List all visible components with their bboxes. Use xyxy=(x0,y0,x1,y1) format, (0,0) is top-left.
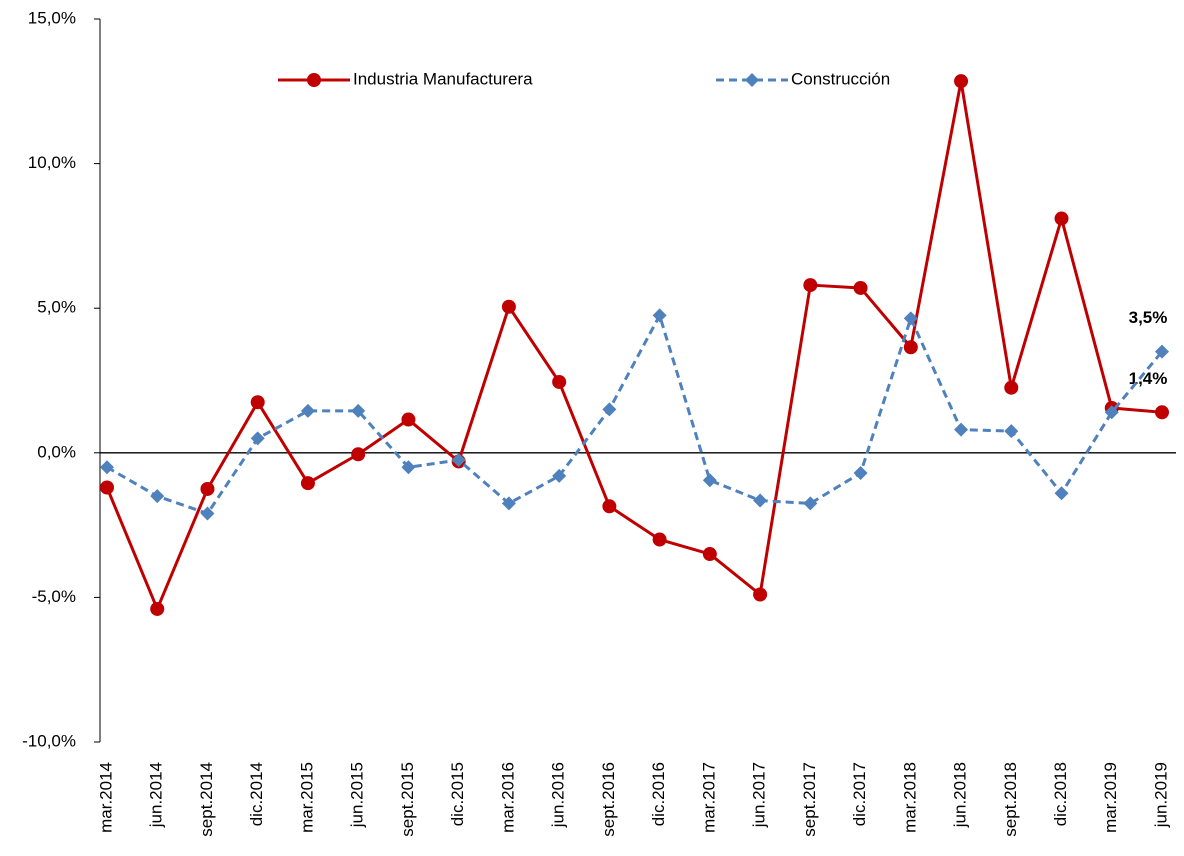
x-tick-label: mar.2015 xyxy=(297,762,316,833)
point xyxy=(652,532,667,547)
point xyxy=(451,453,466,468)
x-tick-label: jun.2017 xyxy=(750,762,769,828)
point xyxy=(753,587,768,602)
point xyxy=(351,447,366,462)
point xyxy=(1155,405,1169,420)
point xyxy=(100,460,114,475)
legend-label: Industria Manufacturera xyxy=(353,69,533,88)
x-tick-label: jun.2015 xyxy=(348,762,367,828)
point xyxy=(903,340,918,355)
y-tick-label: 0,0% xyxy=(37,442,76,461)
point xyxy=(552,374,567,389)
point xyxy=(652,308,667,323)
series-line xyxy=(105,79,1163,611)
point xyxy=(753,493,768,508)
point xyxy=(903,311,918,326)
y-tick-label: -10,0% xyxy=(22,731,76,750)
point xyxy=(602,402,617,417)
point xyxy=(803,496,818,511)
x-tick-label: dic.2015 xyxy=(448,762,467,826)
x-tick-label: jun.2019 xyxy=(1151,762,1170,828)
legend-marker xyxy=(745,73,759,87)
series-line xyxy=(106,313,1164,516)
point xyxy=(602,499,617,514)
x-tick-label: mar.2018 xyxy=(900,762,919,833)
point xyxy=(702,473,717,488)
point xyxy=(1104,405,1119,420)
legend-marker xyxy=(307,73,321,87)
y-tick-label: 15,0% xyxy=(28,8,76,27)
data-label: 1,4% xyxy=(1129,369,1168,388)
point xyxy=(1004,380,1019,395)
x-tick-label: mar.2019 xyxy=(1101,762,1120,833)
legend-label: Construcción xyxy=(791,69,890,88)
x-tick-label: jun.2014 xyxy=(147,762,166,828)
x-tick-label: mar.2017 xyxy=(699,762,718,833)
x-tick-label: mar.2014 xyxy=(96,762,115,833)
data-label: 3,5% xyxy=(1129,308,1168,327)
y-tick-label: 5,0% xyxy=(37,298,76,317)
x-tick-label: sept.2017 xyxy=(800,762,819,837)
point xyxy=(1155,344,1169,359)
x-tick-label: dic.2014 xyxy=(247,762,266,826)
point xyxy=(200,481,215,496)
y-tick-label: 10,0% xyxy=(28,153,76,172)
point xyxy=(501,299,516,314)
point xyxy=(702,547,717,562)
x-tick-label: mar.2016 xyxy=(498,762,517,833)
point xyxy=(1004,424,1019,439)
point xyxy=(853,280,868,295)
point xyxy=(300,476,315,491)
point xyxy=(150,601,165,616)
point xyxy=(954,422,969,437)
x-tick-label: sept.2015 xyxy=(398,762,417,837)
point xyxy=(250,431,265,446)
point xyxy=(300,403,315,418)
point xyxy=(954,74,969,89)
point xyxy=(501,496,516,511)
point xyxy=(150,489,165,504)
point xyxy=(401,460,416,475)
point xyxy=(401,412,416,427)
x-tick-label: dic.2018 xyxy=(1051,762,1070,826)
x-tick-label: sept.2014 xyxy=(197,762,216,837)
point xyxy=(351,403,366,418)
point xyxy=(1054,211,1069,226)
point xyxy=(100,480,114,495)
x-tick-label: dic.2016 xyxy=(649,762,668,826)
y-tick-label: -5,0% xyxy=(32,587,76,606)
point xyxy=(1054,486,1069,501)
x-tick-label: sept.2018 xyxy=(1001,762,1020,837)
x-tick-label: sept.2016 xyxy=(599,762,618,837)
x-tick-label: jun.2016 xyxy=(549,762,568,828)
point xyxy=(853,466,868,481)
point xyxy=(200,506,215,521)
point xyxy=(250,395,265,410)
point xyxy=(803,278,818,293)
point xyxy=(552,468,567,483)
x-tick-label: dic.2017 xyxy=(850,762,869,826)
x-tick-label: jun.2018 xyxy=(951,762,970,828)
